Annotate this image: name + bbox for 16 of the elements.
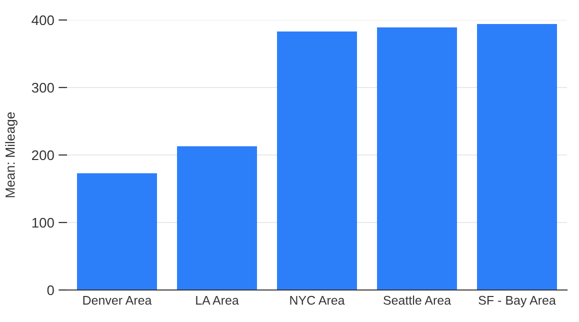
x-tick-label: Denver Area [83,296,152,305]
y-tick-label: 100 [32,218,54,228]
bar [77,173,157,290]
bar [477,24,557,290]
y-axis-title: Mean: Mileage [5,112,18,198]
bar [177,146,257,290]
x-tick-label: SF - Bay Area [478,296,556,308]
y-tick-label: 200 [32,150,54,160]
x-tick-label: LA Area [196,296,239,305]
x-tick-label: Seattle Area [384,296,452,305]
y-tick-label: 300 [32,82,54,93]
y-tick-label: 0 [47,285,54,296]
bar [277,31,357,290]
y-tick-label: 400 [32,15,54,26]
x-tick-label: NYC Area [290,296,345,305]
bar [377,27,457,290]
